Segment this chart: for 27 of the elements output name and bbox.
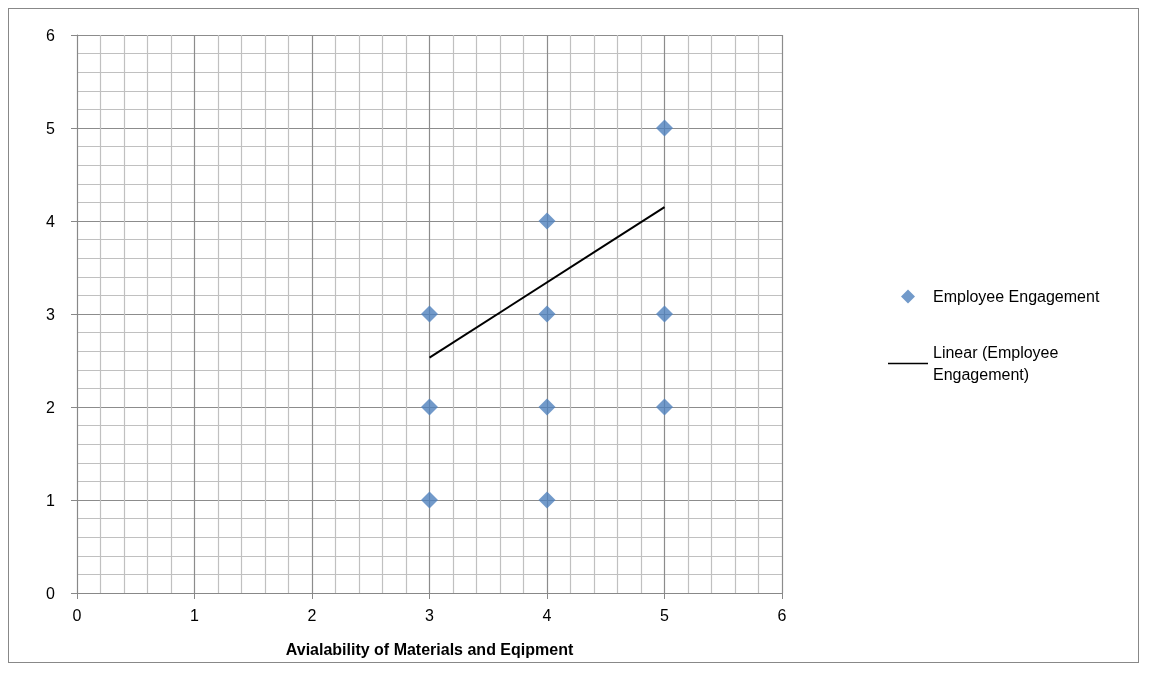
point: [656, 305, 673, 323]
y-tick-label: 3: [46, 305, 56, 323]
x-tick-label: 6: [777, 606, 787, 624]
x-tick-label: 3: [425, 606, 435, 624]
x-tick-label: 2: [307, 606, 317, 624]
point: [656, 398, 673, 416]
point: [421, 305, 438, 323]
legend-label: Linear (Employee Engagement): [933, 344, 1063, 383]
point: [538, 305, 556, 323]
y-tick-label: 0: [46, 584, 56, 602]
y-tick-label: 1: [46, 491, 56, 509]
y-tick-label: 4: [46, 212, 56, 230]
legend-label: Employee Engagement: [933, 288, 1100, 305]
point: [538, 491, 556, 509]
x-tick-label: 0: [72, 606, 82, 624]
x-tick-label: 5: [660, 606, 670, 624]
y-tick-label: 6: [46, 26, 56, 44]
point: [538, 398, 556, 416]
point: [421, 491, 438, 509]
point: [538, 212, 556, 230]
x-tick-label: 1: [190, 606, 200, 624]
point: [656, 119, 673, 137]
x-axis-title: Avialability of Materials and Eqipment: [285, 640, 574, 658]
y-tick-label: 5: [46, 119, 56, 137]
point: [421, 398, 438, 416]
x-tick-label: 4: [542, 606, 552, 624]
y-tick-label: 2: [46, 398, 56, 416]
